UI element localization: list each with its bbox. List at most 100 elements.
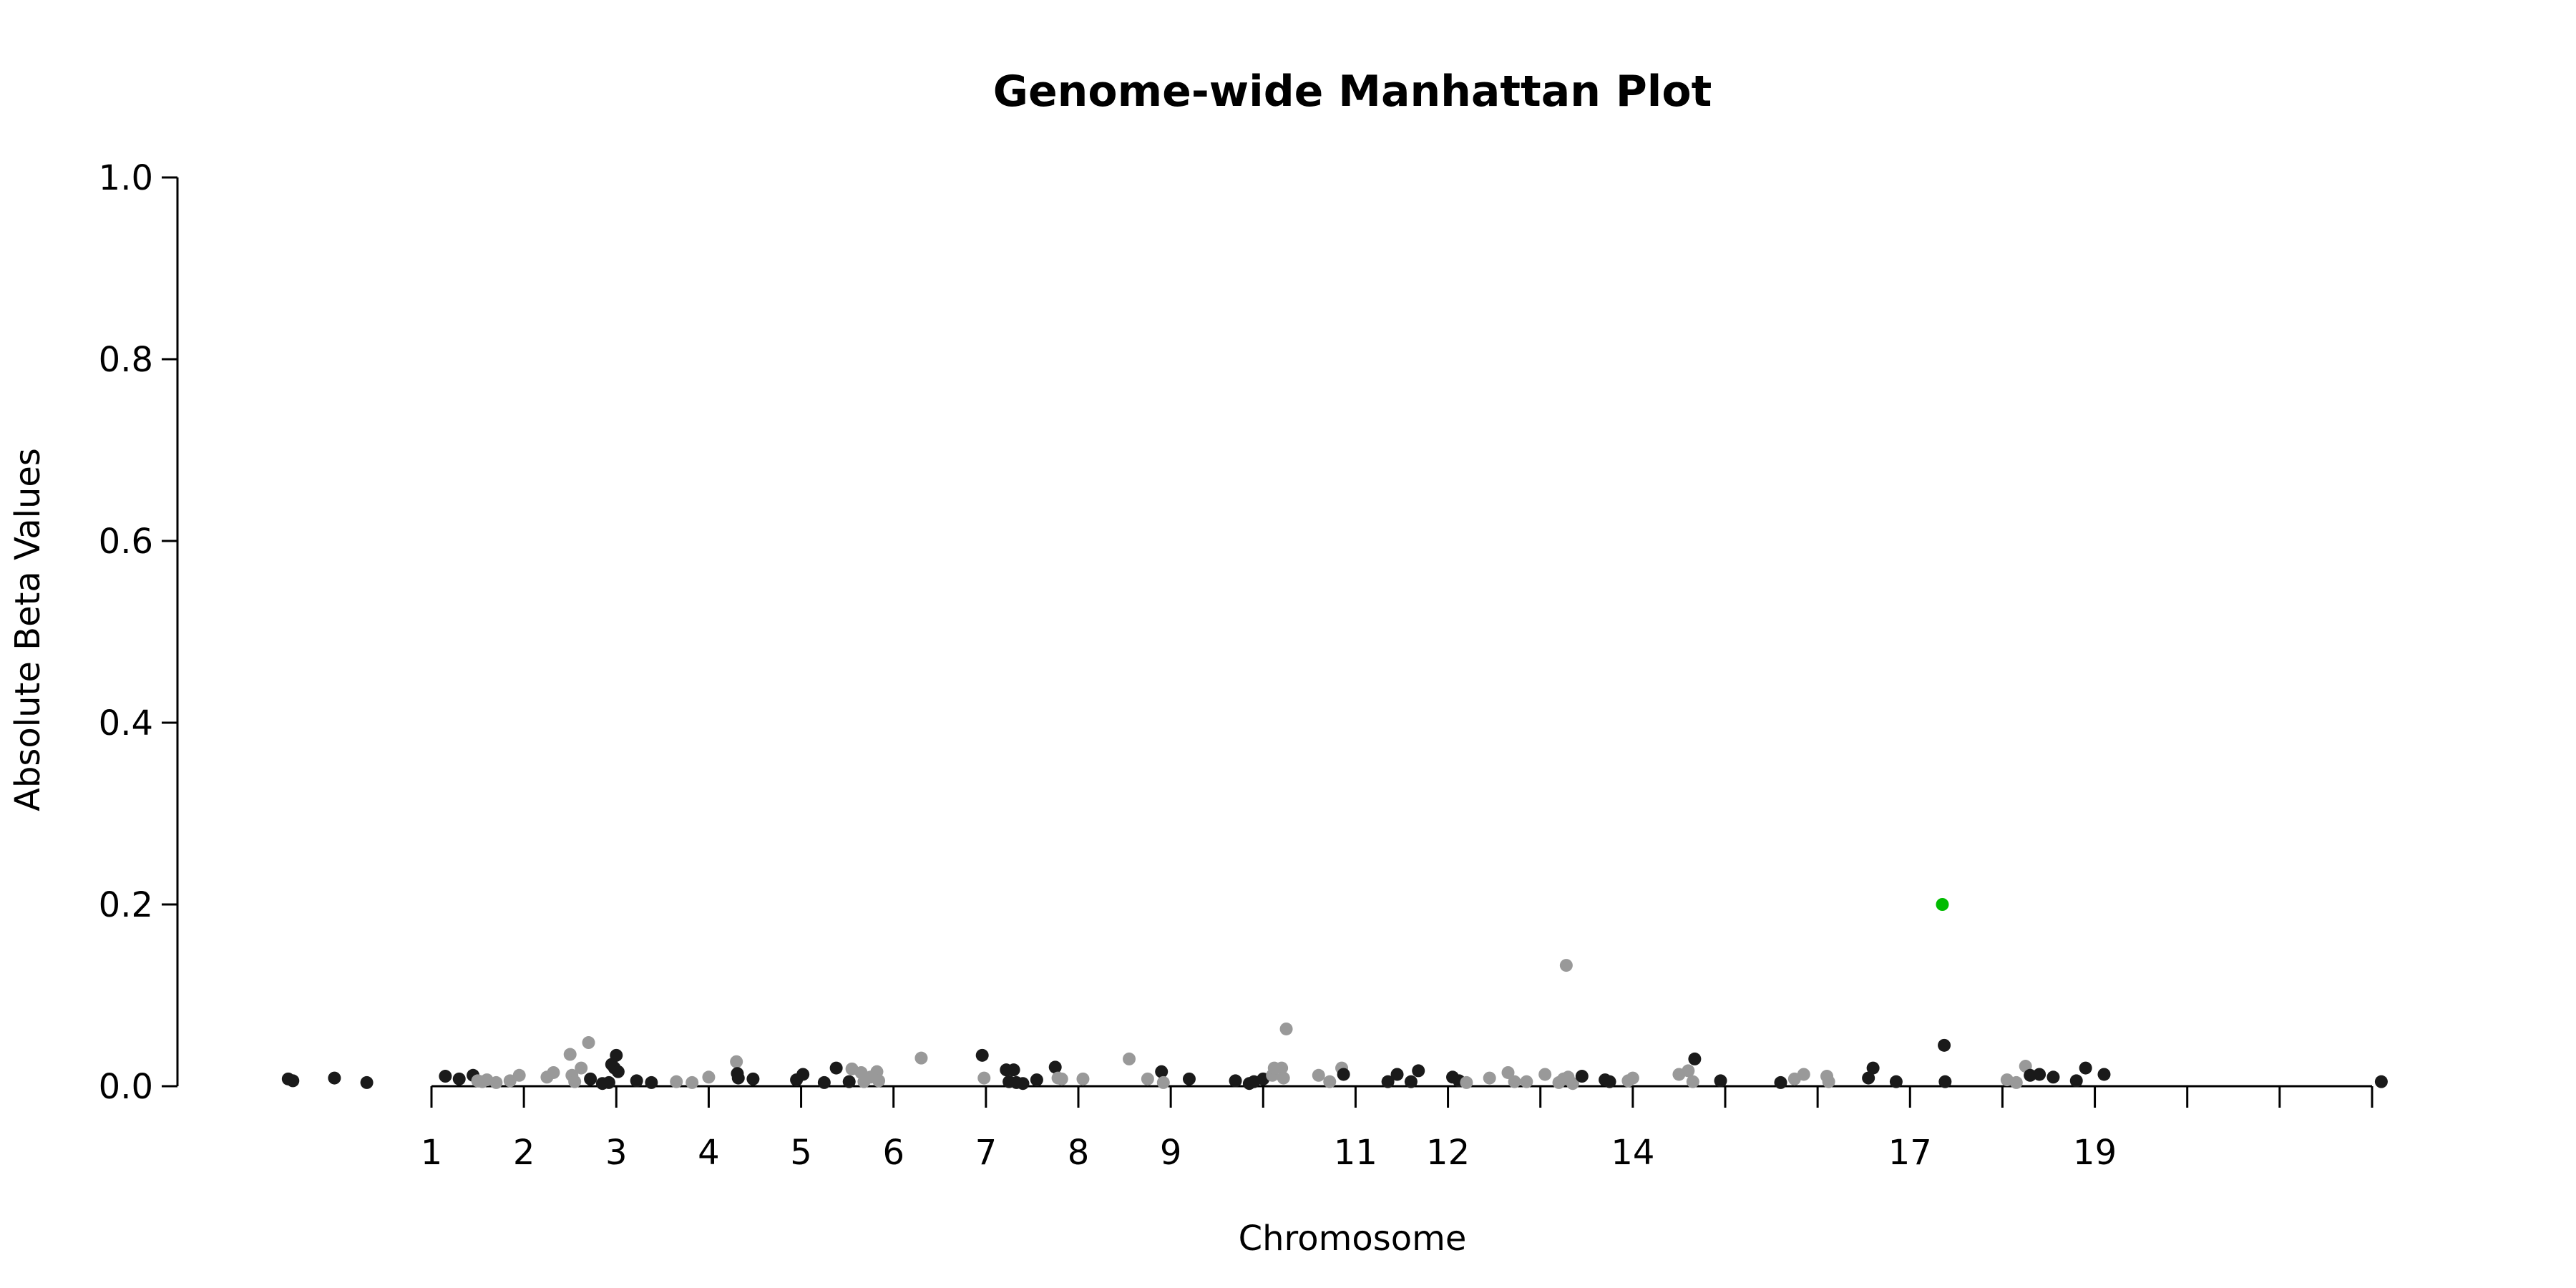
data-point — [2046, 1070, 2060, 1084]
x-tick-label: 6 — [882, 1133, 904, 1173]
data-point — [914, 1051, 928, 1065]
x-tick-label: 17 — [1888, 1133, 1932, 1173]
data-point — [842, 1075, 856, 1088]
data-point — [1603, 1075, 1616, 1088]
x-tick-label: 14 — [1611, 1133, 1654, 1173]
data-point — [1866, 1061, 1880, 1075]
data-point — [1774, 1075, 1787, 1089]
x-tick-label: 8 — [1068, 1133, 1090, 1173]
y-axis-ticks: 0.0 0.2 0.4 0.6 0.8 1.0 — [99, 158, 177, 1107]
data-point — [2079, 1061, 2092, 1075]
x-axis-label: Chromosome — [1239, 1219, 1467, 1259]
y-tick-label: 0.8 — [99, 340, 153, 380]
data-point — [611, 1065, 625, 1078]
data-point — [977, 1071, 991, 1085]
data-point — [746, 1072, 760, 1085]
data-point — [1076, 1072, 1090, 1085]
data-point — [730, 1055, 743, 1068]
data-point — [563, 1048, 577, 1061]
data-points — [281, 898, 2388, 1091]
data-point — [829, 1061, 843, 1075]
data-point — [1483, 1071, 1496, 1085]
data-point — [1156, 1075, 1170, 1089]
data-point — [1460, 1075, 1473, 1089]
x-tick-label: 11 — [1334, 1133, 1377, 1173]
x-tick-label: 12 — [1426, 1133, 1470, 1173]
x-tick-label: 4 — [698, 1133, 720, 1173]
data-point — [1559, 959, 1573, 972]
data-point — [286, 1074, 300, 1088]
data-point — [1182, 1072, 1196, 1085]
x-axis-ticks: 1 2 3 4 5 6 7 8 9 11 12 14 17 19 — [421, 1086, 2373, 1173]
y-tick-label: 0.6 — [99, 522, 153, 562]
data-point — [2009, 1075, 2023, 1089]
data-point — [1404, 1075, 1418, 1088]
data-point — [547, 1065, 560, 1079]
data-point — [452, 1072, 466, 1085]
data-point — [1889, 1075, 1903, 1088]
data-point — [1508, 1075, 1521, 1088]
data-point — [328, 1071, 341, 1085]
data-point — [2033, 1068, 2046, 1081]
data-point — [1323, 1075, 1337, 1088]
data-point — [645, 1075, 658, 1089]
data-point — [2097, 1068, 2111, 1081]
data-point — [1277, 1071, 1290, 1085]
data-point — [512, 1068, 526, 1082]
data-point — [1155, 1065, 1169, 1078]
data-point — [1575, 1070, 1589, 1083]
data-point — [1141, 1072, 1154, 1085]
data-point — [1412, 1064, 1425, 1078]
data-point — [602, 1075, 615, 1089]
data-point — [1538, 1068, 1552, 1081]
y-tick-label: 0.2 — [99, 885, 153, 925]
y-tick-label: 0.4 — [99, 703, 153, 743]
data-point — [1797, 1068, 1810, 1081]
data-point — [1048, 1060, 1062, 1074]
data-point — [1688, 1052, 1702, 1065]
data-point — [1520, 1075, 1533, 1088]
y-tick-label: 0.0 — [99, 1067, 153, 1107]
data-point — [796, 1068, 810, 1081]
data-point — [1626, 1071, 1639, 1085]
data-point — [670, 1075, 683, 1088]
data-point — [1016, 1077, 1030, 1091]
data-point — [702, 1070, 716, 1084]
x-tick-label: 19 — [2073, 1133, 2117, 1173]
data-point — [1390, 1068, 1404, 1081]
chart-title: Genome-wide Manhattan Plot — [993, 67, 1712, 117]
data-point — [1007, 1063, 1020, 1077]
x-tick-label: 3 — [605, 1133, 628, 1173]
data-point — [1686, 1075, 1699, 1088]
data-point — [439, 1070, 452, 1083]
data-point — [575, 1061, 588, 1075]
data-point — [2024, 1068, 2037, 1082]
data-point — [1938, 1075, 1952, 1088]
data-point — [489, 1075, 503, 1089]
data-point — [817, 1075, 831, 1089]
data-point — [1501, 1065, 1515, 1079]
data-point — [1312, 1068, 1325, 1082]
data-point — [2374, 1075, 2388, 1088]
data-point — [1030, 1073, 1043, 1087]
data-point — [584, 1072, 597, 1085]
data-point — [630, 1074, 643, 1088]
highlighted-point — [1936, 898, 1949, 911]
data-point — [568, 1075, 582, 1088]
data-point — [1566, 1077, 1579, 1091]
x-tick-label: 2 — [513, 1133, 535, 1173]
data-point — [1381, 1075, 1395, 1088]
data-point — [1279, 1022, 1293, 1035]
data-point — [1229, 1074, 1242, 1088]
x-tick-label: 7 — [975, 1133, 997, 1173]
data-point — [731, 1071, 745, 1085]
x-tick-label: 5 — [790, 1133, 812, 1173]
data-point — [2069, 1074, 2083, 1088]
data-point — [1714, 1074, 1727, 1088]
data-point — [1123, 1052, 1136, 1065]
data-point — [1337, 1068, 1350, 1081]
data-point — [1275, 1061, 1289, 1075]
data-point — [1862, 1071, 1875, 1085]
data-point — [610, 1048, 623, 1062]
